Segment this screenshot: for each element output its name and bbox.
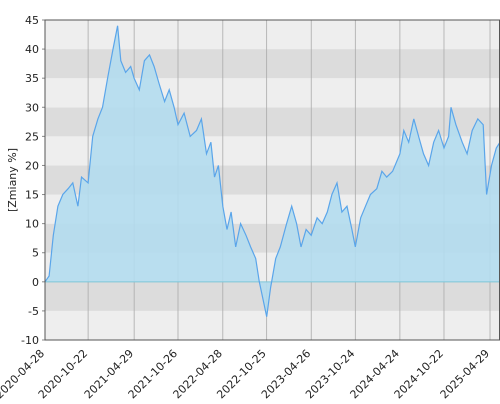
- y-tick-label: -5: [28, 305, 39, 318]
- y-tick-label: 25: [25, 130, 39, 143]
- y-tick-label: 15: [25, 189, 39, 202]
- y-tick-label: 10: [25, 218, 39, 231]
- y-tick-label: 30: [25, 101, 39, 114]
- y-axis-label: [Zmiany %]: [6, 148, 19, 212]
- y-tick-label: 45: [25, 14, 39, 27]
- y-tick-label: 20: [25, 159, 39, 172]
- grid-band: [45, 281, 500, 311]
- y-tick-label: 5: [32, 247, 39, 260]
- area: [45, 25, 500, 317]
- x-tick-label: 2025-04-29: [438, 347, 492, 400]
- y-tick-label: 40: [25, 43, 39, 56]
- grid-band: [45, 310, 500, 340]
- y-tick-label: 0: [32, 276, 39, 289]
- grid-band: [45, 20, 500, 50]
- line: [44, 25, 500, 317]
- y-tick-label: 35: [25, 72, 39, 85]
- y-tick-label: -10: [21, 334, 39, 347]
